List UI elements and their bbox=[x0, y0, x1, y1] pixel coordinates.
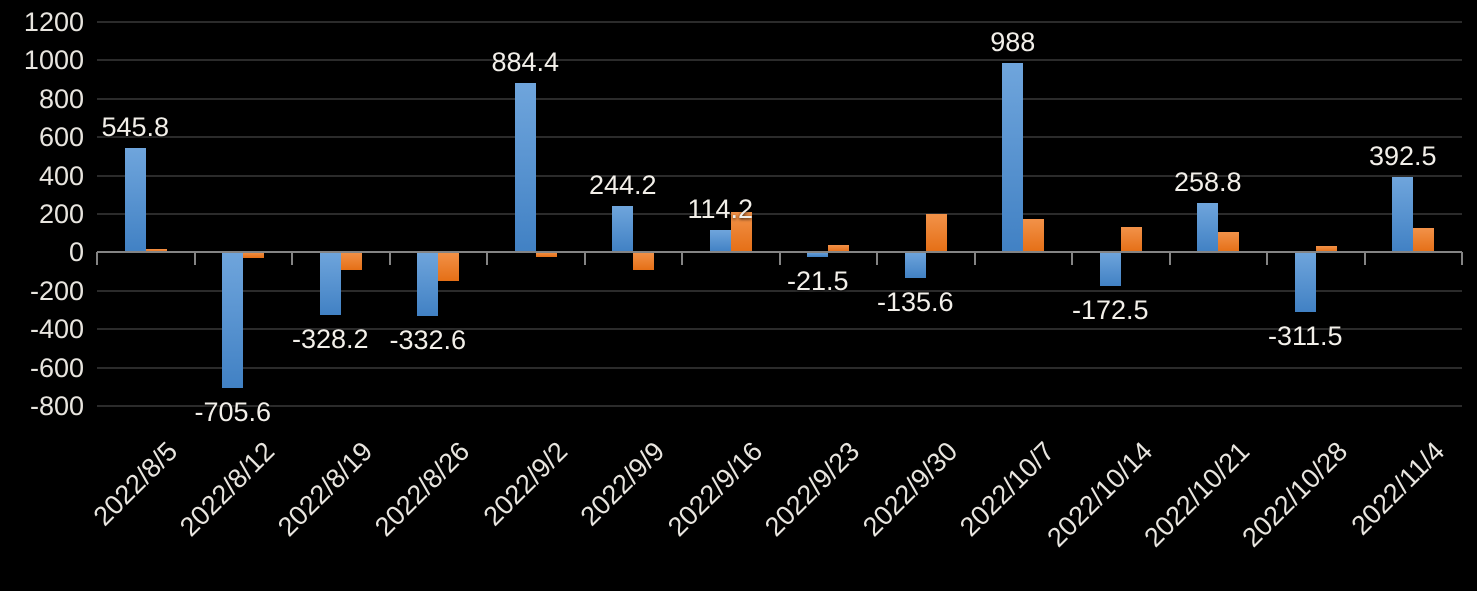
orange-series-bar[interactable] bbox=[145, 248, 167, 253]
blue-series-bar[interactable] bbox=[612, 205, 634, 253]
blue-series-bar[interactable] bbox=[1002, 62, 1024, 253]
y-axis-label: 1200 bbox=[23, 7, 84, 37]
blue-series-bar[interactable] bbox=[1392, 177, 1414, 253]
orange-series-bar[interactable] bbox=[535, 252, 557, 258]
axis-tick bbox=[876, 252, 878, 266]
y-axis-label: 200 bbox=[38, 199, 84, 229]
axis-tick bbox=[583, 252, 586, 266]
y-axis-label: -400 bbox=[29, 314, 84, 345]
blue-series-bar[interactable] bbox=[417, 252, 439, 317]
gridline bbox=[97, 97, 1462, 100]
blue-series-bar[interactable] bbox=[904, 252, 926, 279]
y-axis-label: 400 bbox=[38, 160, 84, 191]
data-label: -172.5 bbox=[1071, 294, 1149, 325]
y-axis-label: -800 bbox=[29, 391, 84, 421]
data-label: 545.8 bbox=[101, 111, 170, 142]
axis-tick bbox=[291, 252, 293, 266]
gridline bbox=[97, 59, 1462, 62]
y-axis-label: -600 bbox=[29, 352, 84, 383]
orange-series-bar[interactable] bbox=[1023, 218, 1045, 253]
axis-tick bbox=[778, 252, 781, 266]
blue-series-bar[interactable] bbox=[514, 82, 536, 253]
y-axis-label: 600 bbox=[38, 122, 84, 153]
data-label: -311.5 bbox=[1267, 321, 1343, 352]
orange-series-bar[interactable] bbox=[1218, 232, 1240, 253]
gridline bbox=[97, 366, 1462, 369]
blue-series-bar[interactable] bbox=[1099, 252, 1121, 286]
orange-series-bar[interactable] bbox=[925, 214, 947, 253]
orange-series-bar[interactable] bbox=[438, 252, 460, 282]
gridline bbox=[97, 328, 1462, 331]
orange-series-bar[interactable] bbox=[633, 252, 655, 270]
y-axis-label: 0 bbox=[68, 237, 84, 268]
axis-tick bbox=[486, 252, 488, 266]
blue-series-bar[interactable] bbox=[319, 252, 341, 316]
axis-tick bbox=[973, 252, 976, 266]
blue-series-bar[interactable] bbox=[807, 252, 829, 257]
blue-series-bar[interactable] bbox=[709, 230, 731, 253]
axis-tick bbox=[1461, 252, 1463, 266]
orange-series-bar[interactable] bbox=[1120, 227, 1142, 253]
blue-series-bar[interactable] bbox=[124, 147, 146, 253]
orange-series-bar[interactable] bbox=[243, 252, 265, 259]
y-axis-label: 1000 bbox=[23, 45, 84, 76]
axis-tick bbox=[388, 252, 391, 266]
gridline bbox=[97, 213, 1462, 215]
data-label: 258.8 bbox=[1173, 166, 1242, 197]
gridline bbox=[97, 174, 1462, 177]
axis-tick bbox=[96, 252, 98, 266]
axis-tick bbox=[193, 252, 196, 266]
orange-series-bar[interactable] bbox=[828, 244, 850, 253]
gridline bbox=[97, 289, 1462, 292]
data-label: -328.2 bbox=[291, 324, 369, 355]
y-axis-label: 800 bbox=[38, 83, 84, 114]
data-label: -332.6 bbox=[389, 325, 467, 356]
gridline bbox=[97, 21, 1462, 23]
axis-tick bbox=[1266, 252, 1268, 266]
orange-series-bar[interactable] bbox=[340, 252, 362, 270]
data-label: -135.6 bbox=[876, 287, 954, 318]
data-label: 988 bbox=[990, 26, 1036, 57]
orange-series-bar[interactable] bbox=[1413, 228, 1435, 253]
blue-series-bar[interactable] bbox=[1197, 202, 1219, 253]
blue-series-bar[interactable] bbox=[222, 252, 244, 388]
data-label: 392.5 bbox=[1368, 141, 1437, 172]
data-label: -705.6 bbox=[194, 396, 272, 427]
data-label: 244.2 bbox=[588, 169, 657, 200]
axis-tick bbox=[681, 252, 683, 266]
data-label: 884.4 bbox=[491, 46, 560, 77]
y-axis-label: -200 bbox=[29, 275, 84, 306]
axis-tick bbox=[1363, 252, 1366, 266]
data-label: -21.5 bbox=[786, 265, 849, 296]
orange-series-bar[interactable] bbox=[730, 212, 752, 253]
orange-series-bar[interactable] bbox=[1315, 245, 1337, 253]
gridline bbox=[97, 136, 1462, 139]
axis-tick bbox=[1071, 252, 1073, 266]
gridline bbox=[97, 405, 1462, 407]
data-label: 114.2 bbox=[687, 194, 754, 225]
blue-series-bar[interactable] bbox=[1294, 252, 1316, 313]
axis-tick bbox=[1168, 252, 1171, 266]
